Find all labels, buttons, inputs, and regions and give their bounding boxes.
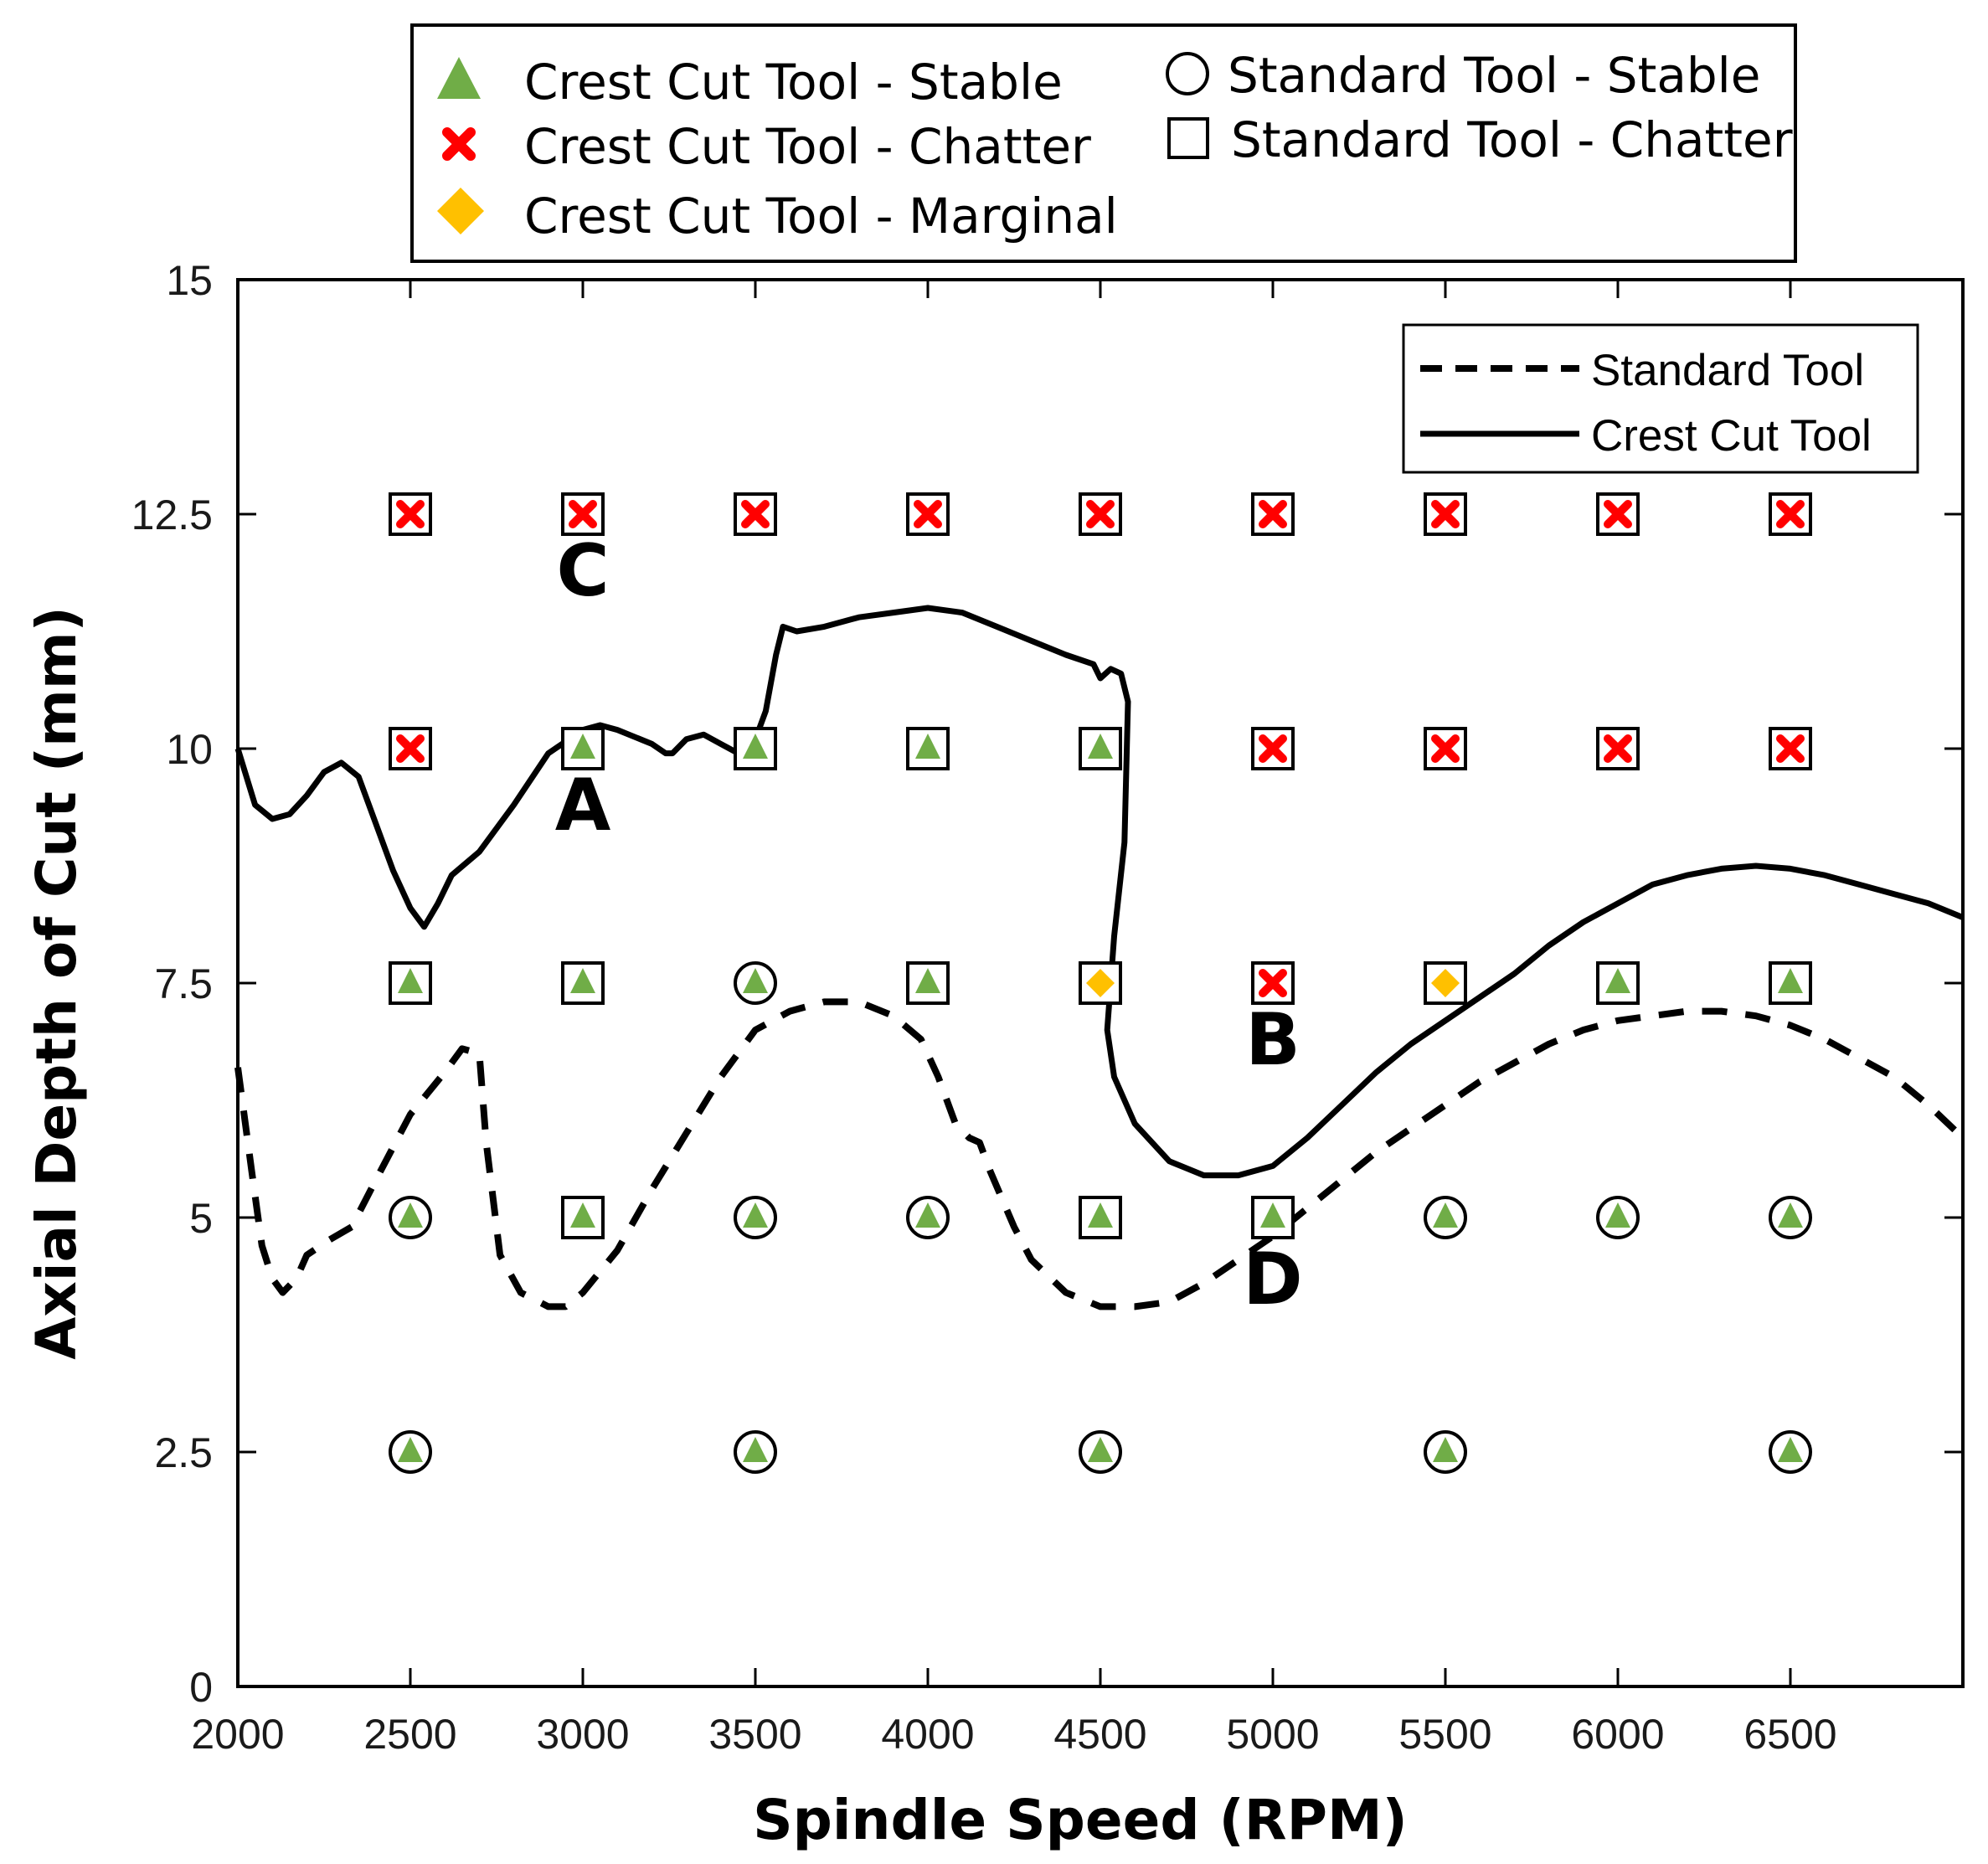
legend-label-crest-stable: Crest Cut Tool - Stable — [524, 54, 1063, 111]
legend-label-crest-chatter: Crest Cut Tool - Chatter — [524, 118, 1091, 175]
data-markers — [389, 492, 1812, 1474]
crest-stable-marker — [1778, 1202, 1803, 1228]
crest-stable-marker — [398, 968, 423, 993]
crest-chatter-marker — [1259, 734, 1287, 763]
x-tick-label: 6000 — [1571, 1711, 1664, 1758]
crest-cut-tool-curve — [234, 605, 1965, 1179]
crest-chatter-marker — [741, 500, 770, 528]
x-tick-label: 2500 — [363, 1711, 456, 1758]
crest-chatter-marker — [1604, 734, 1632, 763]
crest-chatter-marker — [1776, 500, 1805, 528]
legend-triangle-icon — [437, 57, 481, 99]
crest-stable-marker — [1433, 1202, 1458, 1228]
crest-stable-marker — [1778, 1437, 1803, 1462]
standard-chatter-marker — [1079, 492, 1122, 536]
legend-label-standard-chatter: Standard Tool - Chatter — [1231, 111, 1793, 168]
crest-stable-marker — [1605, 968, 1630, 993]
crest-marginal-marker — [1431, 969, 1460, 997]
annotation-b: B — [1245, 998, 1300, 1082]
legend-label-crest-marginal: Crest Cut Tool - Marginal — [524, 188, 1118, 245]
legend-label-standard-stable: Standard Tool - Stable — [1228, 47, 1760, 104]
y-tick-label: 15 — [166, 257, 213, 304]
stability-curves — [234, 605, 1965, 1310]
y-tick-labels: 0 2.5 5 7.5 10 12.5 15 — [131, 257, 213, 1711]
crest-stable-marker — [743, 968, 768, 993]
legend-circle-icon — [1166, 52, 1209, 95]
crest-chatter-marker — [569, 500, 597, 528]
crest-marginal-marker — [1086, 969, 1115, 997]
crest-stable-marker — [1260, 1202, 1285, 1228]
x-tick-label: 6500 — [1743, 1711, 1836, 1758]
x-tick-label: 5000 — [1226, 1711, 1319, 1758]
annotations: A B C D — [555, 529, 1303, 1321]
crest-stable-marker — [1433, 1437, 1458, 1462]
x-tick-label: 4500 — [1053, 1711, 1146, 1758]
y-tick-label: 10 — [166, 726, 213, 773]
crest-stable-marker — [1088, 734, 1113, 759]
y-tick-label: 2.5 — [154, 1429, 213, 1476]
crest-stable-marker — [1605, 1202, 1630, 1228]
axis-ticks — [236, 278, 1963, 1688]
crest-stable-marker — [743, 734, 768, 759]
x-tick-label: 3500 — [708, 1711, 801, 1758]
crest-stable-marker — [915, 968, 940, 993]
y-tick-label: 5 — [189, 1195, 213, 1242]
annotation-a: A — [555, 764, 611, 847]
standard-chatter-marker — [1769, 492, 1812, 536]
crest-stable-marker — [570, 1202, 595, 1228]
crest-chatter-marker — [1259, 500, 1287, 528]
x-tick-label: 2000 — [191, 1711, 284, 1758]
crest-stable-marker — [1088, 1437, 1113, 1462]
x-tick-label: 3000 — [536, 1711, 629, 1758]
crest-chatter-marker — [914, 500, 942, 528]
crest-stable-marker — [1778, 968, 1803, 993]
crest-chatter-marker — [1431, 500, 1460, 528]
crest-stable-marker — [743, 1202, 768, 1228]
crest-stable-marker — [915, 734, 940, 759]
annotation-d: D — [1243, 1238, 1302, 1321]
y-tick-label: 0 — [189, 1664, 213, 1711]
crest-stable-marker — [570, 968, 595, 993]
standard-chatter-marker — [1251, 727, 1295, 770]
crest-stable-marker — [743, 1437, 768, 1462]
legend-diamond-icon — [437, 188, 484, 234]
y-axis-label: Axial Depth of Cut (mm) — [24, 606, 89, 1360]
standard-chatter-marker — [389, 727, 432, 770]
x-axis-label: Spindle Speed (RPM) — [753, 1788, 1408, 1852]
legend-label-standard-tool: Standard Tool — [1591, 346, 1864, 395]
crest-stable-marker — [570, 734, 595, 759]
line-legend: Standard Tool Crest Cut Tool — [1402, 323, 1919, 474]
marker-legend: Crest Cut Tool - Stable Crest Cut Tool -… — [410, 23, 1797, 263]
crest-chatter-marker — [1431, 734, 1460, 763]
legend-cross-icon — [442, 127, 476, 161]
crest-chatter-marker — [1604, 500, 1632, 528]
crest-chatter-marker — [1259, 969, 1287, 997]
crest-chatter-marker — [1776, 734, 1805, 763]
legend-label-crest-cut-tool: Crest Cut Tool — [1591, 411, 1872, 461]
y-tick-label: 12.5 — [131, 492, 213, 538]
legend-square-icon — [1167, 117, 1209, 159]
crest-stable-marker — [915, 1202, 940, 1228]
crest-stable-marker — [1088, 1202, 1113, 1228]
line-legend-box — [1402, 323, 1919, 474]
x-tick-labels: 2000 2500 3000 3500 4000 4500 5000 5500 6000 6500 — [191, 1711, 1836, 1758]
x-tick-label: 4000 — [881, 1711, 974, 1758]
x-tick-label: 5500 — [1398, 1711, 1491, 1758]
crest-stable-marker — [398, 1202, 423, 1228]
crest-chatter-marker — [396, 734, 425, 763]
annotation-c: C — [556, 529, 609, 613]
y-tick-label: 7.5 — [154, 960, 213, 1007]
standard-tool-curve — [234, 998, 1965, 1310]
crest-stable-marker — [398, 1437, 423, 1462]
crest-chatter-marker — [396, 500, 425, 528]
marker-legend-box — [410, 23, 1797, 263]
crest-chatter-marker — [1086, 500, 1115, 528]
